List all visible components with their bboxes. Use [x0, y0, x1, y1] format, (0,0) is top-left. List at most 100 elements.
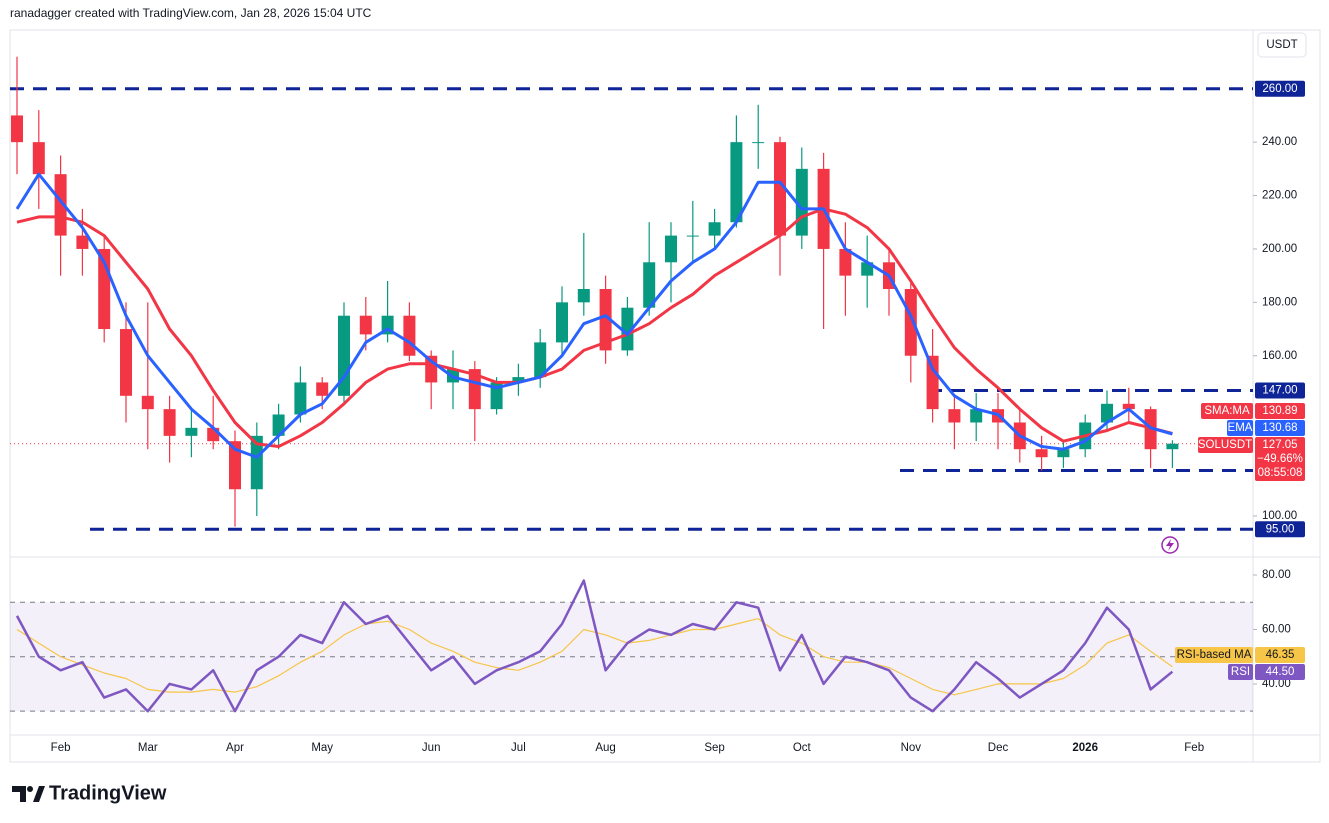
last-price-change: −49.66% [1257, 453, 1303, 465]
candle-body [839, 248, 852, 276]
candle-body [229, 441, 241, 490]
x-tick-label: Oct [793, 742, 812, 754]
candle-body [11, 115, 23, 143]
rsi-ma-value-tag: 46.35 [1266, 649, 1295, 661]
y-tick-label: 160.00 [1262, 350, 1297, 362]
rsi-y-tick-label: 80.00 [1262, 569, 1291, 581]
rsi-ma-line [16, 618, 1173, 696]
brand: TradingView [49, 782, 167, 804]
candle-body [904, 288, 917, 356]
x-tick-label: Feb [51, 742, 71, 754]
rsi-value: 44.50 [1266, 666, 1295, 678]
level-label-box [1255, 521, 1305, 538]
candle-body [708, 222, 721, 236]
x-tick-label: Apr [226, 742, 244, 754]
candle-body [1057, 449, 1070, 458]
last-price-tag: SOLUSDT [1198, 439, 1252, 451]
candle-body [54, 174, 67, 236]
last-price: 127.05 [1262, 439, 1297, 451]
ema-value-box [1255, 420, 1305, 436]
x-tick-label: Mar [138, 742, 158, 754]
y-tick-label: 240.00 [1262, 136, 1297, 148]
ema-tag-box [1227, 420, 1253, 436]
level-label: 95.00 [1266, 523, 1295, 535]
candle-body [512, 377, 525, 383]
x-tick-label: Aug [595, 742, 615, 754]
candle-body [338, 315, 350, 396]
candle-body [359, 315, 372, 335]
candle-body [730, 142, 743, 223]
candle-body [272, 414, 285, 436]
candle-body [621, 307, 634, 351]
candle-body [1166, 443, 1179, 450]
candle-body [316, 382, 329, 396]
candle-body [774, 142, 786, 236]
candle-body [1122, 403, 1135, 410]
level-label-box [1255, 80, 1305, 97]
sma-value-box [1255, 403, 1305, 419]
sma-tag-box [1201, 403, 1253, 419]
candle-body [665, 235, 677, 263]
candle-body [490, 382, 503, 410]
rsi-line [15, 579, 1174, 713]
rsi-value-box [1255, 664, 1305, 680]
candle-body [534, 342, 547, 378]
candle-body [294, 382, 307, 415]
level-label: 260.00 [1262, 83, 1297, 95]
candle-body [250, 435, 263, 490]
candle-body [163, 409, 176, 436]
x-tick-label: 2026 [1072, 742, 1098, 754]
ema-value: 130.68 [1262, 422, 1297, 434]
alert-bolt [1166, 539, 1174, 551]
candle-body [32, 142, 45, 175]
frame [9, 29, 1321, 763]
logo: TradingView [12, 782, 167, 804]
last-price-box [1255, 437, 1305, 481]
logo-slash [33, 786, 45, 802]
candle-body [403, 315, 416, 356]
candle-body [948, 409, 961, 423]
candle-body [926, 355, 939, 410]
candle-body [141, 395, 154, 410]
rsi-ma-tag: RSI-based MA [1177, 649, 1252, 661]
credit: ranadagger created with TradingView.com,… [10, 6, 372, 20]
rsi-ma-tag-box [1175, 647, 1253, 663]
candle-body [1101, 403, 1113, 423]
ema-line [15, 172, 1173, 459]
ema-tag: EMA [1228, 422, 1253, 434]
last-price-tag-box [1198, 437, 1253, 453]
y-tick-label: 200.00 [1262, 243, 1297, 255]
logo-dot [27, 786, 33, 792]
rsi-y-tick-label: 40.00 [1262, 678, 1291, 690]
rsi-tag: RSI [1231, 666, 1250, 678]
level-label: 147.00 [1262, 384, 1297, 396]
x-tick-label: Nov [901, 742, 922, 754]
y-tick-label: 220.00 [1262, 190, 1297, 202]
x-tick-label: Sep [704, 742, 724, 754]
x-tick-label: Dec [988, 742, 1009, 754]
candle-body [1035, 449, 1048, 458]
x-tick-label: Jun [422, 742, 441, 754]
bar-countdown: 08:55:08 [1258, 467, 1303, 479]
sma-value: 130.89 [1262, 405, 1297, 417]
currency-button[interactable] [1257, 32, 1307, 58]
logo-mark [12, 786, 26, 802]
candle-body [686, 235, 699, 237]
alert-icon[interactable] [1161, 536, 1179, 554]
rsi-y-tick-label: 60.00 [1262, 624, 1291, 636]
candle-body [577, 288, 590, 303]
x-tick-label: May [311, 742, 333, 754]
candle-body [599, 288, 612, 351]
candle-body [185, 427, 198, 436]
y-tick-label: 180.00 [1262, 296, 1297, 308]
x-tick-label: Jul [511, 742, 526, 754]
rsi-ma-value-box [1255, 647, 1305, 663]
candle-body [556, 302, 568, 343]
rsi-tag-box [1228, 664, 1253, 680]
level-label-box [1255, 382, 1305, 399]
candle-body [970, 409, 983, 423]
candle-body [468, 369, 481, 410]
candle-body [76, 235, 89, 249]
